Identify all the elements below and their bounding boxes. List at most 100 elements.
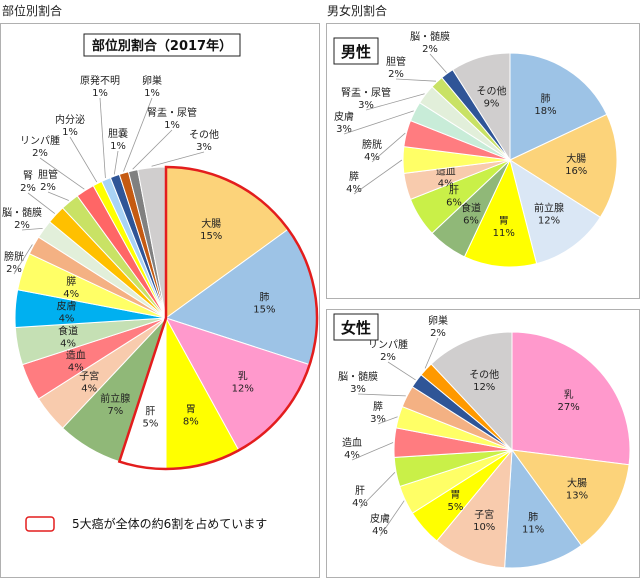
pie-label-name-大腸: 大腸 xyxy=(567,476,587,489)
pie-label-value-胃: 11% xyxy=(493,228,515,239)
pie-label-value-原発不明: 1% xyxy=(92,88,108,99)
pie-leader-line-脳・髄膜 xyxy=(429,53,447,73)
pie-leader-line-腎盂・尿管 xyxy=(132,129,173,170)
pie-leader-line-原発不明 xyxy=(99,97,106,179)
pie-label-value-胆管: 2% xyxy=(40,182,56,193)
pie-leader-line-卵巣 xyxy=(123,97,153,172)
overall-chart-title: 部位別割合（2017年） xyxy=(92,38,232,54)
pie-label-value-その他: 12% xyxy=(473,382,495,393)
pie-label-name-乳: 乳 xyxy=(238,370,248,383)
pie-slice-胃 xyxy=(463,158,538,268)
pie-label-value-皮膚: 4% xyxy=(372,526,388,537)
pie-label-name-内分泌: 内分泌 xyxy=(55,113,85,126)
pie-leader-line-内分泌 xyxy=(69,136,98,183)
pie-label-value-卵巣: 1% xyxy=(144,88,160,99)
pie-leader-line-膵 xyxy=(353,159,403,195)
pie-label-name-胆嚢: 胆嚢 xyxy=(108,127,128,140)
pie-label-value-肝: 6% xyxy=(446,198,462,209)
male-chart-title: 男性 xyxy=(341,43,371,61)
pie-label-name-造血: 造血 xyxy=(66,348,86,361)
pie-label-value-食道: 6% xyxy=(463,216,479,227)
pie-label-value-皮膚: 4% xyxy=(59,314,75,325)
pie-leader-line-膀胱 xyxy=(13,244,33,275)
pie-label-value-膵: 3% xyxy=(370,414,386,425)
pie-label-name-大腸: 大腸 xyxy=(566,152,586,165)
male-pie: 肺18%大腸16%前立腺12%胃11%食道6%肝6%造血4%膵4%膀胱4%皮膚3… xyxy=(334,30,618,268)
pie-label-name-膀胱: 膀胱 xyxy=(4,250,24,263)
pie-label-name-皮膚: 皮膚 xyxy=(57,300,77,313)
pie-label-name-リンパ腫: リンパ腫 xyxy=(20,135,60,147)
pie-label-value-胃: 5% xyxy=(447,502,463,513)
pie-label-value-造血: 4% xyxy=(344,450,360,461)
pie-label-value-乳: 27% xyxy=(557,402,579,413)
pie-leader-line-リンパ腫 xyxy=(39,157,85,190)
pie-label-name-胃: 胃 xyxy=(186,404,196,416)
pie-label-value-食道: 4% xyxy=(60,339,76,350)
pie-slice-その他 xyxy=(451,52,511,162)
pie-label-name-胆管: 胆管 xyxy=(38,168,58,181)
pie-label-value-腎盂・尿管: 3% xyxy=(358,100,374,111)
pie-label-name-子宮: 子宮 xyxy=(474,508,494,521)
pie-label-name-膵: 膵 xyxy=(373,401,383,413)
pie-label-name-肺: 肺 xyxy=(528,512,538,524)
female-chart-title-box: 女性 xyxy=(333,313,379,341)
pie-label-value-大腸: 16% xyxy=(565,166,587,177)
pie-slice-前立腺 xyxy=(509,158,602,265)
pie-leader-line-腎 xyxy=(27,192,56,214)
pie-leader-line-胆管 xyxy=(395,78,437,82)
pie-leader-line-腎盂・尿管 xyxy=(365,93,425,111)
pie-label-value-子宮: 10% xyxy=(473,522,495,533)
right-section-title: 男女別割合 xyxy=(327,4,388,18)
pie-label-name-肝: 肝 xyxy=(145,405,155,417)
female-chart-title: 女性 xyxy=(341,319,371,337)
pie-label-name-前立腺: 前立腺 xyxy=(100,392,130,405)
pie-leader-line-リンパ腫 xyxy=(387,361,416,381)
pie-leader-line-脳・髄膜 xyxy=(21,228,43,231)
pie-label-value-胆嚢: 1% xyxy=(110,141,126,152)
pie-leader-line-膀胱 xyxy=(371,132,406,163)
pie-label-value-大腸: 15% xyxy=(200,231,222,242)
pie-label-name-膵: 膵 xyxy=(349,171,359,183)
pie-label-value-脳・髄膜: 3% xyxy=(350,384,366,395)
pie-slice-大腸 xyxy=(508,113,618,219)
pie-label-name-膵: 膵 xyxy=(66,276,76,288)
pie-label-value-膀胱: 2% xyxy=(6,264,22,275)
overall-chart-title-box: 部位別割合（2017年） xyxy=(83,33,241,57)
pie-label-name-肺: 肺 xyxy=(259,291,269,303)
female-pie: 乳27%大腸13%肺11%子宮10%胃5%皮膚4%肝4%造血4%膵3%脳・髄膜3… xyxy=(338,314,631,569)
pie-label-value-その他: 3% xyxy=(196,142,212,153)
pie-label-name-大腸: 大腸 xyxy=(201,217,221,230)
pie-leader-line-皮膚 xyxy=(343,110,414,135)
male-chart-title-box: 男性 xyxy=(333,37,379,65)
pie-label-name-造血: 造血 xyxy=(342,436,362,449)
pie-slice-肺 xyxy=(504,448,583,569)
pie-slice-乳 xyxy=(511,331,631,466)
pie-label-value-前立腺: 7% xyxy=(107,406,123,417)
five-major-cancers-legend: 5大癌が全体の約6割を占めています xyxy=(25,516,267,532)
pie-leader-line-胆嚢 xyxy=(113,150,119,175)
pie-label-value-内分泌: 1% xyxy=(62,127,78,138)
pie-label-value-乳: 12% xyxy=(232,384,254,395)
pie-label-name-胆管: 胆管 xyxy=(386,55,406,68)
pie-label-name-リンパ腫: リンパ腫 xyxy=(368,339,408,351)
pie-label-name-その他: その他 xyxy=(477,84,507,97)
pie-label-value-肝: 4% xyxy=(352,498,368,509)
pie-label-value-脳・髄膜: 2% xyxy=(14,220,30,231)
left-section-title: 部位別割合 xyxy=(2,4,63,18)
pie-label-value-リンパ腫: 2% xyxy=(32,148,48,159)
pie-label-name-脳・髄膜: 脳・髄膜 xyxy=(410,30,450,43)
pie-label-value-その他: 9% xyxy=(484,98,500,109)
pie-label-value-肝: 5% xyxy=(142,418,158,429)
pie-label-value-腎盂・尿管: 1% xyxy=(164,120,180,131)
pie-label-name-乳: 乳 xyxy=(564,388,574,401)
pie-label-name-腎盂・尿管: 腎盂・尿管 xyxy=(341,86,391,99)
pie-label-name-膀胱: 膀胱 xyxy=(362,138,382,151)
pie-label-value-胃: 8% xyxy=(183,417,199,428)
pie-label-name-肺: 肺 xyxy=(541,93,551,105)
pie-label-name-前立腺: 前立腺 xyxy=(534,202,564,215)
pie-label-name-腎: 腎 xyxy=(23,170,33,182)
pie-label-value-膵: 4% xyxy=(63,289,79,300)
pie-label-name-肝: 肝 xyxy=(355,485,365,497)
pie-label-name-脳・髄膜: 脳・髄膜 xyxy=(2,206,42,219)
